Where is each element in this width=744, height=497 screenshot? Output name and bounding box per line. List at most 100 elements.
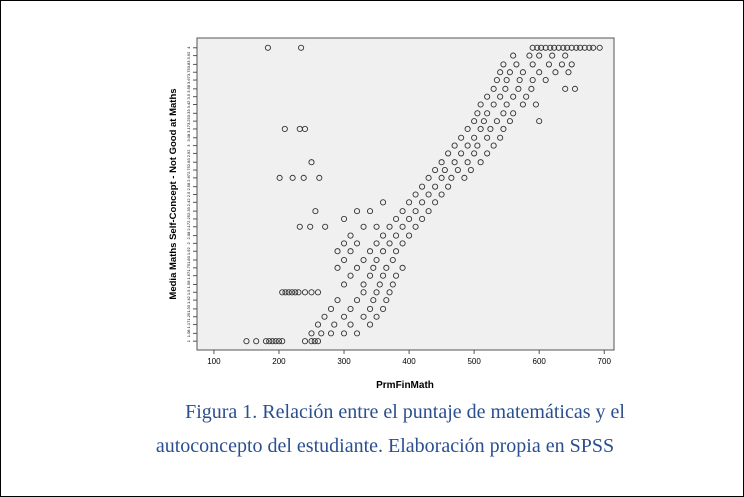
caption-line: Figura 1. Relación entre el puntaje de m… — [185, 401, 625, 423]
point — [373, 289, 380, 296]
point — [500, 125, 507, 133]
y-tick-label: 1.83 — [186, 255, 191, 264]
point — [506, 69, 513, 76]
y-tick-label: 3.5 — [186, 93, 191, 99]
point — [308, 159, 315, 166]
point — [458, 150, 465, 157]
point — [380, 232, 387, 239]
point — [519, 101, 526, 108]
y-tick-label: 2.67 — [186, 173, 191, 182]
point — [406, 232, 413, 239]
point — [500, 110, 507, 117]
point — [301, 125, 309, 133]
point — [322, 223, 329, 230]
point — [308, 289, 315, 296]
point — [441, 166, 448, 174]
point — [565, 69, 572, 76]
x-tick-label: 400 — [402, 357, 416, 366]
point — [490, 142, 497, 149]
point — [516, 77, 523, 84]
point — [551, 44, 558, 51]
point — [523, 93, 530, 100]
point — [528, 85, 535, 92]
point — [292, 289, 299, 296]
y-tick-label: 3.42 — [186, 100, 191, 109]
point — [500, 61, 507, 68]
point — [568, 44, 575, 51]
point — [318, 330, 325, 337]
y-tick-label: 2.33 — [186, 206, 191, 215]
point — [321, 313, 328, 320]
point — [542, 44, 549, 51]
y-tick-label: 1.08 — [186, 329, 191, 338]
point — [386, 240, 393, 247]
point — [366, 305, 374, 312]
point — [419, 183, 426, 190]
point — [549, 52, 556, 59]
point — [353, 240, 361, 247]
point — [340, 330, 348, 337]
point — [327, 330, 335, 337]
point — [432, 166, 439, 174]
y-tick-label: 3.75 — [186, 68, 191, 77]
point — [432, 183, 439, 190]
point — [497, 134, 504, 141]
point — [360, 313, 367, 320]
point — [281, 125, 288, 133]
point — [542, 77, 549, 84]
x-tick-label: 500 — [467, 357, 481, 366]
point — [484, 93, 491, 100]
y-tick-label: 1.33 — [186, 304, 191, 313]
point — [562, 52, 569, 59]
point — [529, 61, 536, 68]
y-tick-label: 1.58 — [186, 280, 191, 289]
point — [331, 321, 338, 328]
point — [380, 199, 387, 206]
point — [334, 248, 341, 255]
x-tick-label: 100 — [207, 357, 221, 366]
point — [347, 232, 354, 239]
point — [552, 69, 559, 76]
point — [425, 208, 432, 215]
point — [493, 77, 500, 84]
y-tick-label: 3 — [186, 144, 191, 147]
point — [376, 281, 383, 288]
point — [301, 338, 309, 345]
point — [316, 174, 323, 181]
point — [471, 134, 478, 141]
point — [529, 44, 536, 51]
point — [474, 110, 481, 117]
point — [373, 240, 380, 247]
point — [545, 61, 552, 68]
point — [461, 174, 468, 181]
point — [510, 52, 517, 59]
point — [314, 338, 322, 345]
y-tick-label: 1.5 — [186, 289, 191, 295]
y-tick-label: 2.17 — [186, 222, 191, 231]
point — [373, 223, 380, 230]
point — [458, 134, 465, 141]
point — [386, 289, 393, 296]
point — [477, 159, 484, 166]
y-tick-label: 3.92 — [186, 51, 191, 60]
point — [487, 125, 494, 133]
y-tick-label: 1.42 — [186, 295, 191, 304]
point — [340, 281, 348, 288]
point — [308, 338, 315, 345]
point — [497, 69, 504, 76]
y-tick-label: 2.75 — [186, 165, 191, 174]
point — [590, 44, 597, 51]
point — [586, 44, 593, 51]
y-tick-label: 1.25 — [186, 312, 191, 321]
point — [484, 134, 491, 141]
point — [419, 215, 426, 222]
y-tick-label: 3.17 — [186, 124, 191, 133]
point — [380, 248, 387, 255]
point — [383, 297, 390, 304]
point — [393, 248, 400, 255]
point — [334, 264, 341, 271]
point — [360, 281, 367, 288]
point — [519, 69, 526, 76]
point — [360, 256, 367, 264]
